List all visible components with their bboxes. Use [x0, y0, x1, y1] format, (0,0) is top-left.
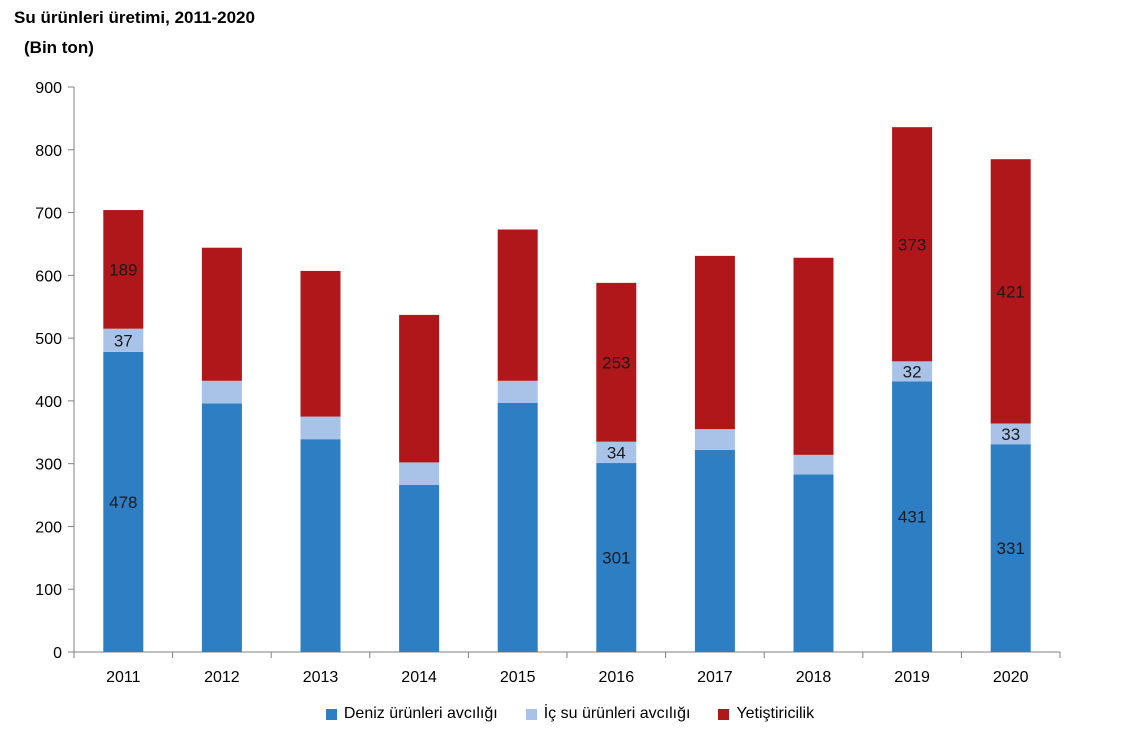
x-tick-label: 2017 — [697, 669, 733, 686]
bar-segment-3 — [892, 127, 933, 362]
bar-data-label: 478 — [109, 493, 137, 512]
bar-segment-1 — [497, 402, 538, 652]
legend-item: İç su ürünleri avcılığı — [525, 705, 691, 723]
bar-segment-2 — [694, 429, 735, 450]
bar-segment-2 — [201, 380, 242, 404]
legend-swatch — [525, 708, 537, 720]
bar-segment-3 — [103, 210, 144, 329]
bar-segment-1 — [990, 444, 1031, 652]
legend-item: Deniz ürünleri avcılığı — [325, 705, 498, 723]
legend-label: İç su ürünleri avcılığı — [543, 705, 691, 722]
y-tick-label: 500 — [35, 331, 62, 348]
bar-segment-2 — [892, 361, 933, 382]
bar-data-label: 431 — [898, 508, 926, 527]
bar-segment-2 — [103, 328, 144, 352]
y-tick-label: 400 — [35, 394, 62, 411]
bar-data-label: 421 — [997, 282, 1025, 301]
y-tick-label: 600 — [35, 268, 62, 285]
chart-title: Su ürünleri üretimi, 2011-2020 — [14, 8, 255, 27]
bar-segment-1 — [103, 351, 144, 652]
x-tick-label: 2011 — [106, 669, 141, 686]
chart-legend: Deniz ürünleri avcılığı İç su ürünleri av… — [0, 705, 1140, 723]
chart-subtitle: (Bin ton) — [24, 38, 94, 57]
bar-data-label: 373 — [898, 235, 926, 254]
x-tick-label: 2013 — [303, 669, 339, 686]
bar-segment-1 — [300, 439, 341, 652]
bar-data-label: 34 — [607, 443, 626, 462]
bar-segment-2 — [300, 416, 341, 440]
x-tick-label: 2020 — [993, 669, 1029, 686]
bar-segment-1 — [596, 463, 637, 652]
bar-segment-2 — [497, 380, 538, 403]
bar-segment-1 — [892, 381, 933, 652]
bar-segment-1 — [201, 403, 242, 652]
legend-swatch — [718, 708, 730, 720]
x-tick-label: 2018 — [796, 669, 832, 686]
bar-segment-1 — [399, 485, 440, 652]
bar-segment-3 — [399, 314, 440, 463]
legend-item: Yetiştiricilik — [718, 705, 814, 723]
bar-segment-1 — [793, 474, 834, 652]
y-tick-label: 100 — [35, 582, 62, 599]
bar-data-label: 189 — [109, 260, 137, 279]
stacked-bar-chart: 0 100 200 300 400 500 600 700 800 900 478 37 189 2011… — [35, 80, 1061, 686]
legend-swatch — [325, 708, 337, 720]
bar-segment-3 — [201, 247, 242, 381]
bar-data-label: 37 — [114, 331, 133, 350]
bar-segment-2 — [399, 462, 440, 486]
legend-label: Yetiştiricilik — [736, 705, 815, 722]
bar-data-label: 253 — [602, 353, 630, 372]
x-tick-label: 2016 — [599, 669, 635, 686]
bar-segment-3 — [990, 159, 1031, 424]
bar-segment-2 — [793, 454, 834, 475]
y-tick-label: 0 — [53, 645, 62, 662]
bar-data-label: 32 — [903, 362, 922, 381]
bar-segment-3 — [300, 270, 341, 417]
bar-data-label: 33 — [1001, 425, 1020, 444]
bar-segment-2 — [596, 441, 637, 464]
y-tick-label: 700 — [35, 206, 62, 223]
bar-data-label: 331 — [997, 539, 1025, 558]
y-tick-label: 900 — [35, 80, 62, 97]
x-tick-label: 2015 — [500, 669, 536, 686]
bar-segment-3 — [596, 282, 637, 442]
bar-segment-3 — [793, 257, 834, 455]
x-tick-label: 2014 — [401, 669, 437, 686]
x-tick-label: 2019 — [894, 669, 930, 686]
bar-segment-2 — [990, 423, 1031, 445]
y-tick-label: 200 — [35, 519, 62, 536]
y-tick-label: 800 — [35, 143, 62, 160]
y-tick-label: 300 — [35, 457, 62, 474]
bar-segment-3 — [694, 255, 735, 430]
legend-label: Deniz ürünleri avcılığı — [343, 705, 498, 722]
x-tick-label: 2012 — [204, 669, 240, 686]
bar-data-label: 301 — [602, 549, 630, 568]
bar-segment-3 — [497, 229, 538, 381]
bar-segment-1 — [694, 449, 735, 652]
